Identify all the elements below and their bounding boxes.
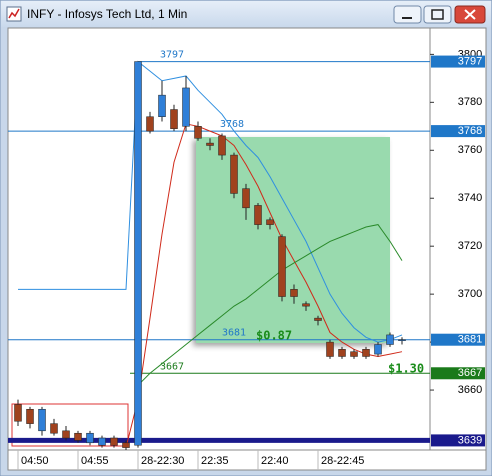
level-axis-label: 3667	[458, 367, 482, 379]
candle-body	[290, 289, 298, 297]
price-axis	[429, 27, 487, 451]
x-tick-label: 28-22:30	[141, 455, 184, 467]
candle-body	[374, 344, 382, 355]
candle-body	[326, 341, 334, 357]
y-tick-label: 3780	[458, 96, 482, 108]
y-tick-label: 3660	[458, 384, 482, 396]
y-tick-label: 3740	[458, 192, 482, 204]
level-axis-label: 3797	[458, 55, 482, 67]
level-axis-box	[431, 125, 485, 138]
x-tick-label: 22:35	[201, 455, 229, 467]
candle-body	[398, 339, 406, 341]
candle-body	[314, 317, 322, 321]
x-tick-label: 22:40	[261, 455, 289, 467]
window-title: INFY - Infosys Tech Ltd, 1 Min	[27, 7, 187, 21]
y-tick-label: 3720	[458, 240, 482, 252]
candle-body	[62, 430, 70, 439]
y-tick-label: 3700	[458, 288, 482, 300]
level-axis-label: 3681	[458, 334, 482, 346]
time-axis	[7, 449, 487, 471]
candle-body	[182, 87, 190, 127]
candle-body	[242, 188, 250, 209]
candle-body	[194, 126, 202, 139]
candle-body	[74, 432, 82, 441]
candle-body	[134, 61, 142, 446]
candle-body	[158, 94, 166, 117]
candle-body	[170, 109, 178, 129]
candle-body	[278, 236, 286, 297]
level-axis-label: 3639	[458, 434, 482, 446]
indicator-line	[125, 123, 403, 448]
candle-body	[50, 423, 58, 434]
indicator-line	[18, 60, 403, 343]
candle-body	[110, 437, 118, 446]
annotation: $1.30	[388, 362, 424, 376]
minimize-button[interactable]	[393, 5, 422, 24]
candle-body	[218, 135, 226, 156]
candle-body	[122, 442, 130, 448]
level-axis-box	[431, 434, 485, 447]
candle-body	[230, 154, 238, 194]
annotation: $0.87	[256, 329, 292, 343]
candle-body	[350, 351, 358, 357]
candle-body	[302, 303, 310, 307]
y-tick-label: 3760	[458, 144, 482, 156]
level-axis-label: 3768	[458, 125, 482, 137]
x-tick-label: 04:50	[21, 455, 49, 467]
candle-body	[26, 408, 34, 424]
candle-body	[98, 437, 106, 446]
candle-body	[14, 404, 22, 422]
x-tick-label: 28-22:45	[321, 455, 364, 467]
candle-body	[206, 142, 214, 146]
candle-body	[362, 349, 370, 357]
level-axis-box	[431, 55, 485, 68]
range-box	[196, 137, 390, 343]
indicator-line	[137, 224, 403, 386]
candle-body	[266, 219, 274, 225]
level-label: 3681	[222, 328, 246, 339]
close-glyph	[464, 9, 476, 20]
level-label: 3768	[220, 119, 244, 130]
candle-body	[86, 432, 94, 444]
candle-body	[386, 334, 394, 345]
x-tick-label: 04:55	[81, 455, 109, 467]
maximize-glyph	[431, 9, 444, 20]
level-axis-box	[431, 333, 485, 346]
candle-body	[38, 408, 46, 432]
zone-outline	[11, 403, 129, 447]
app-icon-glyph	[8, 8, 20, 19]
candle-body	[146, 116, 154, 132]
maximize-button[interactable]	[423, 5, 452, 24]
candle-body	[254, 205, 262, 225]
plot-layer: 3660368037003720374037603780380004:5004:…	[8, 48, 485, 470]
window-buttons[interactable]	[393, 5, 486, 24]
candle-body	[338, 349, 346, 357]
level-axis-box	[431, 367, 485, 380]
level-label: 3667	[160, 361, 184, 372]
level-label: 3797	[160, 50, 184, 61]
